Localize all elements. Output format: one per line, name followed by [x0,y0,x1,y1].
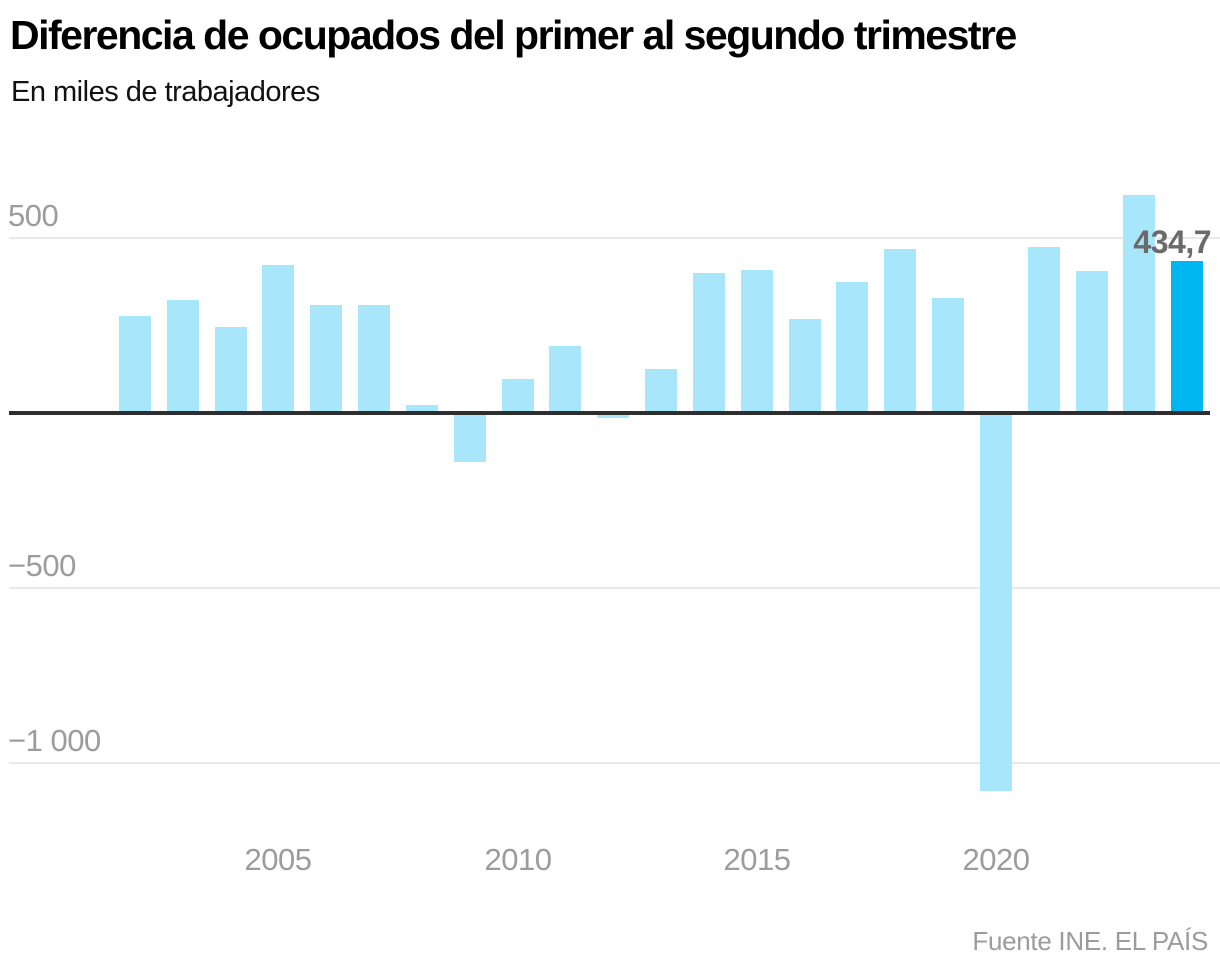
bar-2018 [884,249,916,413]
bar-2021 [1028,247,1060,413]
source-credit: Fuente INE. EL PAÍS [972,926,1208,956]
bar-2020 [980,415,1012,791]
bar-2016 [789,319,821,414]
bar-2007 [358,305,390,414]
gridline [9,587,1220,589]
x-axis-tick-label: 2020 [962,842,1030,877]
bar-2006 [310,305,342,414]
chart-subtitle: En miles de trabajadores [11,76,320,108]
bar-2012 [597,415,629,418]
gridline [9,762,1220,764]
bar-2005 [262,265,294,413]
bar-2004 [215,327,247,413]
bar-2003 [167,300,199,413]
chart-title: Diferencia de ocupados del primer al seg… [10,12,1017,58]
bar-2019 [932,298,964,413]
bar-2015 [741,270,773,413]
highlight-value-label: 434,7 [1133,224,1211,260]
y-axis-tick-label: −1 000 [8,723,101,758]
x-axis-tick-label: 2010 [484,842,552,877]
bar-2008 [406,405,438,413]
bar-2022 [1076,271,1108,413]
bar-2002 [119,316,151,413]
bar-2013 [645,369,677,413]
bar-2010 [502,379,534,413]
bar-2011 [549,346,581,413]
bar-2023 [1123,195,1155,413]
bar-2014 [693,273,725,413]
bar-2017 [836,282,868,413]
bar-2009 [454,415,486,462]
x-axis-tick-label: 2005 [244,842,312,877]
zero-axis-line [9,411,1210,415]
x-axis-tick-label: 2015 [723,842,791,877]
gridline [9,237,1220,239]
y-axis-tick-label: −500 [8,548,76,583]
y-axis-tick-label: 500 [8,198,59,233]
bar-2024 [1171,261,1203,413]
